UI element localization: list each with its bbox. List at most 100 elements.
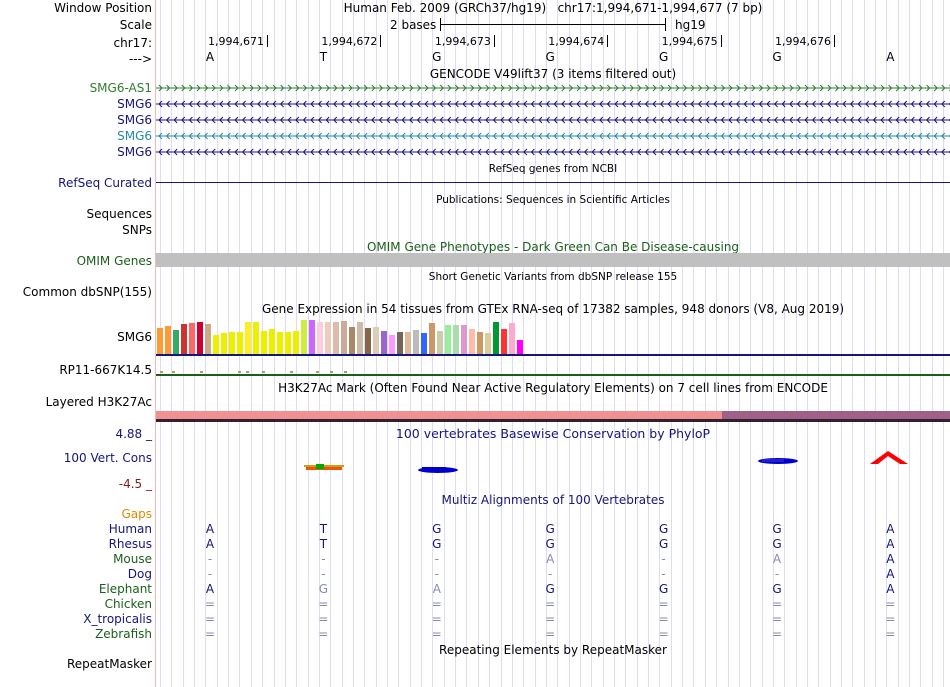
phylop-label[interactable]: 100 Vert. Cons — [63, 451, 152, 465]
gtex-tissue-bar[interactable] — [477, 331, 484, 354]
gtex-tissue-bar[interactable] — [445, 324, 452, 354]
species-label[interactable]: Human — [108, 522, 152, 536]
gtex-tissue-bar[interactable] — [253, 321, 260, 354]
rp11-label[interactable]: RP11-667K14.5 — [59, 363, 152, 377]
h3k27ac-signal-left[interactable] — [156, 411, 722, 419]
gencode-strand[interactable] — [156, 115, 950, 125]
gtex-tissue-bar[interactable] — [333, 321, 340, 354]
species-label[interactable]: Mouse — [113, 552, 152, 566]
gtex-tissue-bar[interactable] — [181, 323, 188, 354]
species-label[interactable]: Rhesus — [108, 537, 152, 551]
gtex-tissue-bar[interactable] — [493, 321, 500, 354]
grid-line — [648, 0, 650, 687]
repeatmasker-label[interactable]: RepeatMasker — [66, 657, 152, 671]
gtex-tissue-bar[interactable] — [173, 329, 180, 354]
gtex-tissue-bar[interactable] — [469, 328, 476, 354]
gtex-tissue-bar[interactable] — [221, 332, 228, 354]
gencode-strand[interactable] — [156, 147, 950, 157]
gtex-tissue-bar[interactable] — [229, 331, 236, 354]
label-separator[interactable] — [155, 0, 156, 687]
gtex-expression-bars[interactable] — [156, 318, 556, 354]
dbsnp-label[interactable]: Common dbSNP(155) — [22, 285, 152, 299]
grid-line — [863, 0, 865, 687]
gtex-tissue-bar[interactable] — [317, 321, 324, 354]
grid-line — [852, 0, 854, 687]
gtex-tissue-bar[interactable] — [213, 334, 220, 354]
gtex-tissue-bar[interactable] — [205, 323, 212, 354]
alignment-base: = — [771, 597, 783, 611]
snps-label[interactable]: SNPs — [122, 223, 152, 237]
gtex-tissue-bar[interactable] — [157, 327, 164, 354]
gtex-tissue-bar[interactable] — [517, 340, 524, 354]
gtex-tissue-bar[interactable] — [461, 324, 468, 354]
gtex-tissue-bar[interactable] — [261, 330, 268, 354]
gtex-tissue-bar[interactable] — [245, 321, 252, 354]
gencode-item-label[interactable]: SMG6 — [117, 145, 152, 159]
gtex-tissue-bar[interactable] — [381, 330, 388, 354]
species-label[interactable]: Elephant — [98, 582, 152, 596]
gencode-item-label[interactable]: SMG6 — [117, 97, 152, 111]
gtex-tissue-bar[interactable] — [349, 326, 356, 354]
gtex-tissue-bar[interactable] — [357, 321, 364, 354]
position-tick-mark — [267, 35, 268, 47]
species-label[interactable]: X_tropicalis — [83, 612, 152, 626]
gtex-tissue-bar[interactable] — [397, 331, 404, 354]
gtex-tissue-bar[interactable] — [197, 321, 204, 354]
species-label[interactable]: Zebrafish — [95, 627, 152, 641]
gtex-tissue-bar[interactable] — [389, 334, 396, 354]
gtex-tissue-bar[interactable] — [429, 322, 436, 354]
gtex-tissue-bar[interactable] — [341, 320, 348, 354]
gtex-tissue-bar[interactable] — [413, 329, 420, 354]
omim-bar[interactable] — [156, 253, 950, 267]
gtex-tissue-bar[interactable] — [293, 330, 300, 354]
gtex-tissue-bar[interactable] — [309, 320, 316, 354]
gtex-tissue-bar[interactable] — [421, 332, 428, 354]
omim-title: OMIM Gene Phenotypes - Dark Green Can Be… — [366, 240, 740, 254]
gtex-tissue-bar[interactable] — [405, 331, 412, 354]
h3k27ac-label[interactable]: Layered H3K27Ac — [45, 395, 152, 409]
rp11-mark — [172, 371, 175, 373]
gtex-tissue-bar[interactable] — [189, 322, 196, 354]
alignment-base: = — [771, 627, 783, 641]
gencode-item-label[interactable]: SMG6-AS1 — [89, 81, 152, 95]
reference-base: A — [886, 50, 895, 64]
gtex-tissue-bar[interactable] — [501, 328, 508, 354]
gencode-strand[interactable] — [156, 131, 950, 141]
grid-line — [897, 0, 899, 687]
gtex-tissue-bar[interactable] — [485, 332, 492, 354]
alignment-base: = — [885, 627, 896, 641]
gtex-tissue-bar[interactable] — [269, 328, 276, 354]
rp11-line[interactable] — [156, 374, 950, 376]
refseq-label[interactable]: RefSeq Curated — [58, 176, 152, 190]
gtex-tissue-bar[interactable] — [437, 330, 444, 354]
gencode-strand[interactable] — [156, 99, 950, 109]
omim-label[interactable]: OMIM Genes — [76, 254, 152, 268]
gtex-tissue-bar[interactable] — [301, 320, 308, 354]
gtex-tissue-bar[interactable] — [277, 331, 284, 354]
species-label[interactable]: Dog — [127, 567, 152, 581]
species-label[interactable]: Chicken — [104, 597, 152, 611]
grid-line — [716, 0, 718, 687]
gtex-tissue-bar[interactable] — [509, 322, 516, 354]
scale-bar-left-cap — [440, 18, 441, 31]
gtex-tissue-bar[interactable] — [365, 327, 372, 354]
gtex-label[interactable]: SMG6 — [117, 330, 152, 344]
h3k27ac-signal-right[interactable] — [722, 411, 950, 419]
gencode-strand[interactable] — [156, 83, 950, 93]
gtex-tissue-bar[interactable] — [285, 331, 292, 354]
phylop-logo[interactable] — [156, 440, 950, 480]
gtex-tissue-bar[interactable] — [453, 324, 460, 354]
gtex-tissue-bar[interactable] — [237, 331, 244, 354]
gaps-label[interactable]: Gaps — [121, 507, 152, 521]
rp11-mark — [290, 371, 293, 373]
gtex-tissue-bar[interactable] — [165, 325, 172, 354]
gencode-item-label[interactable]: SMG6 — [117, 129, 152, 143]
sequences-label[interactable]: Sequences — [86, 207, 152, 221]
grid-line — [307, 0, 309, 687]
gtex-gene-line[interactable] — [156, 354, 950, 356]
gtex-tissue-bar[interactable] — [373, 326, 380, 354]
rp11-mark — [200, 371, 203, 373]
gtex-tissue-bar[interactable] — [325, 321, 332, 354]
refseq-line[interactable] — [156, 182, 950, 183]
gencode-item-label[interactable]: SMG6 — [117, 113, 152, 127]
